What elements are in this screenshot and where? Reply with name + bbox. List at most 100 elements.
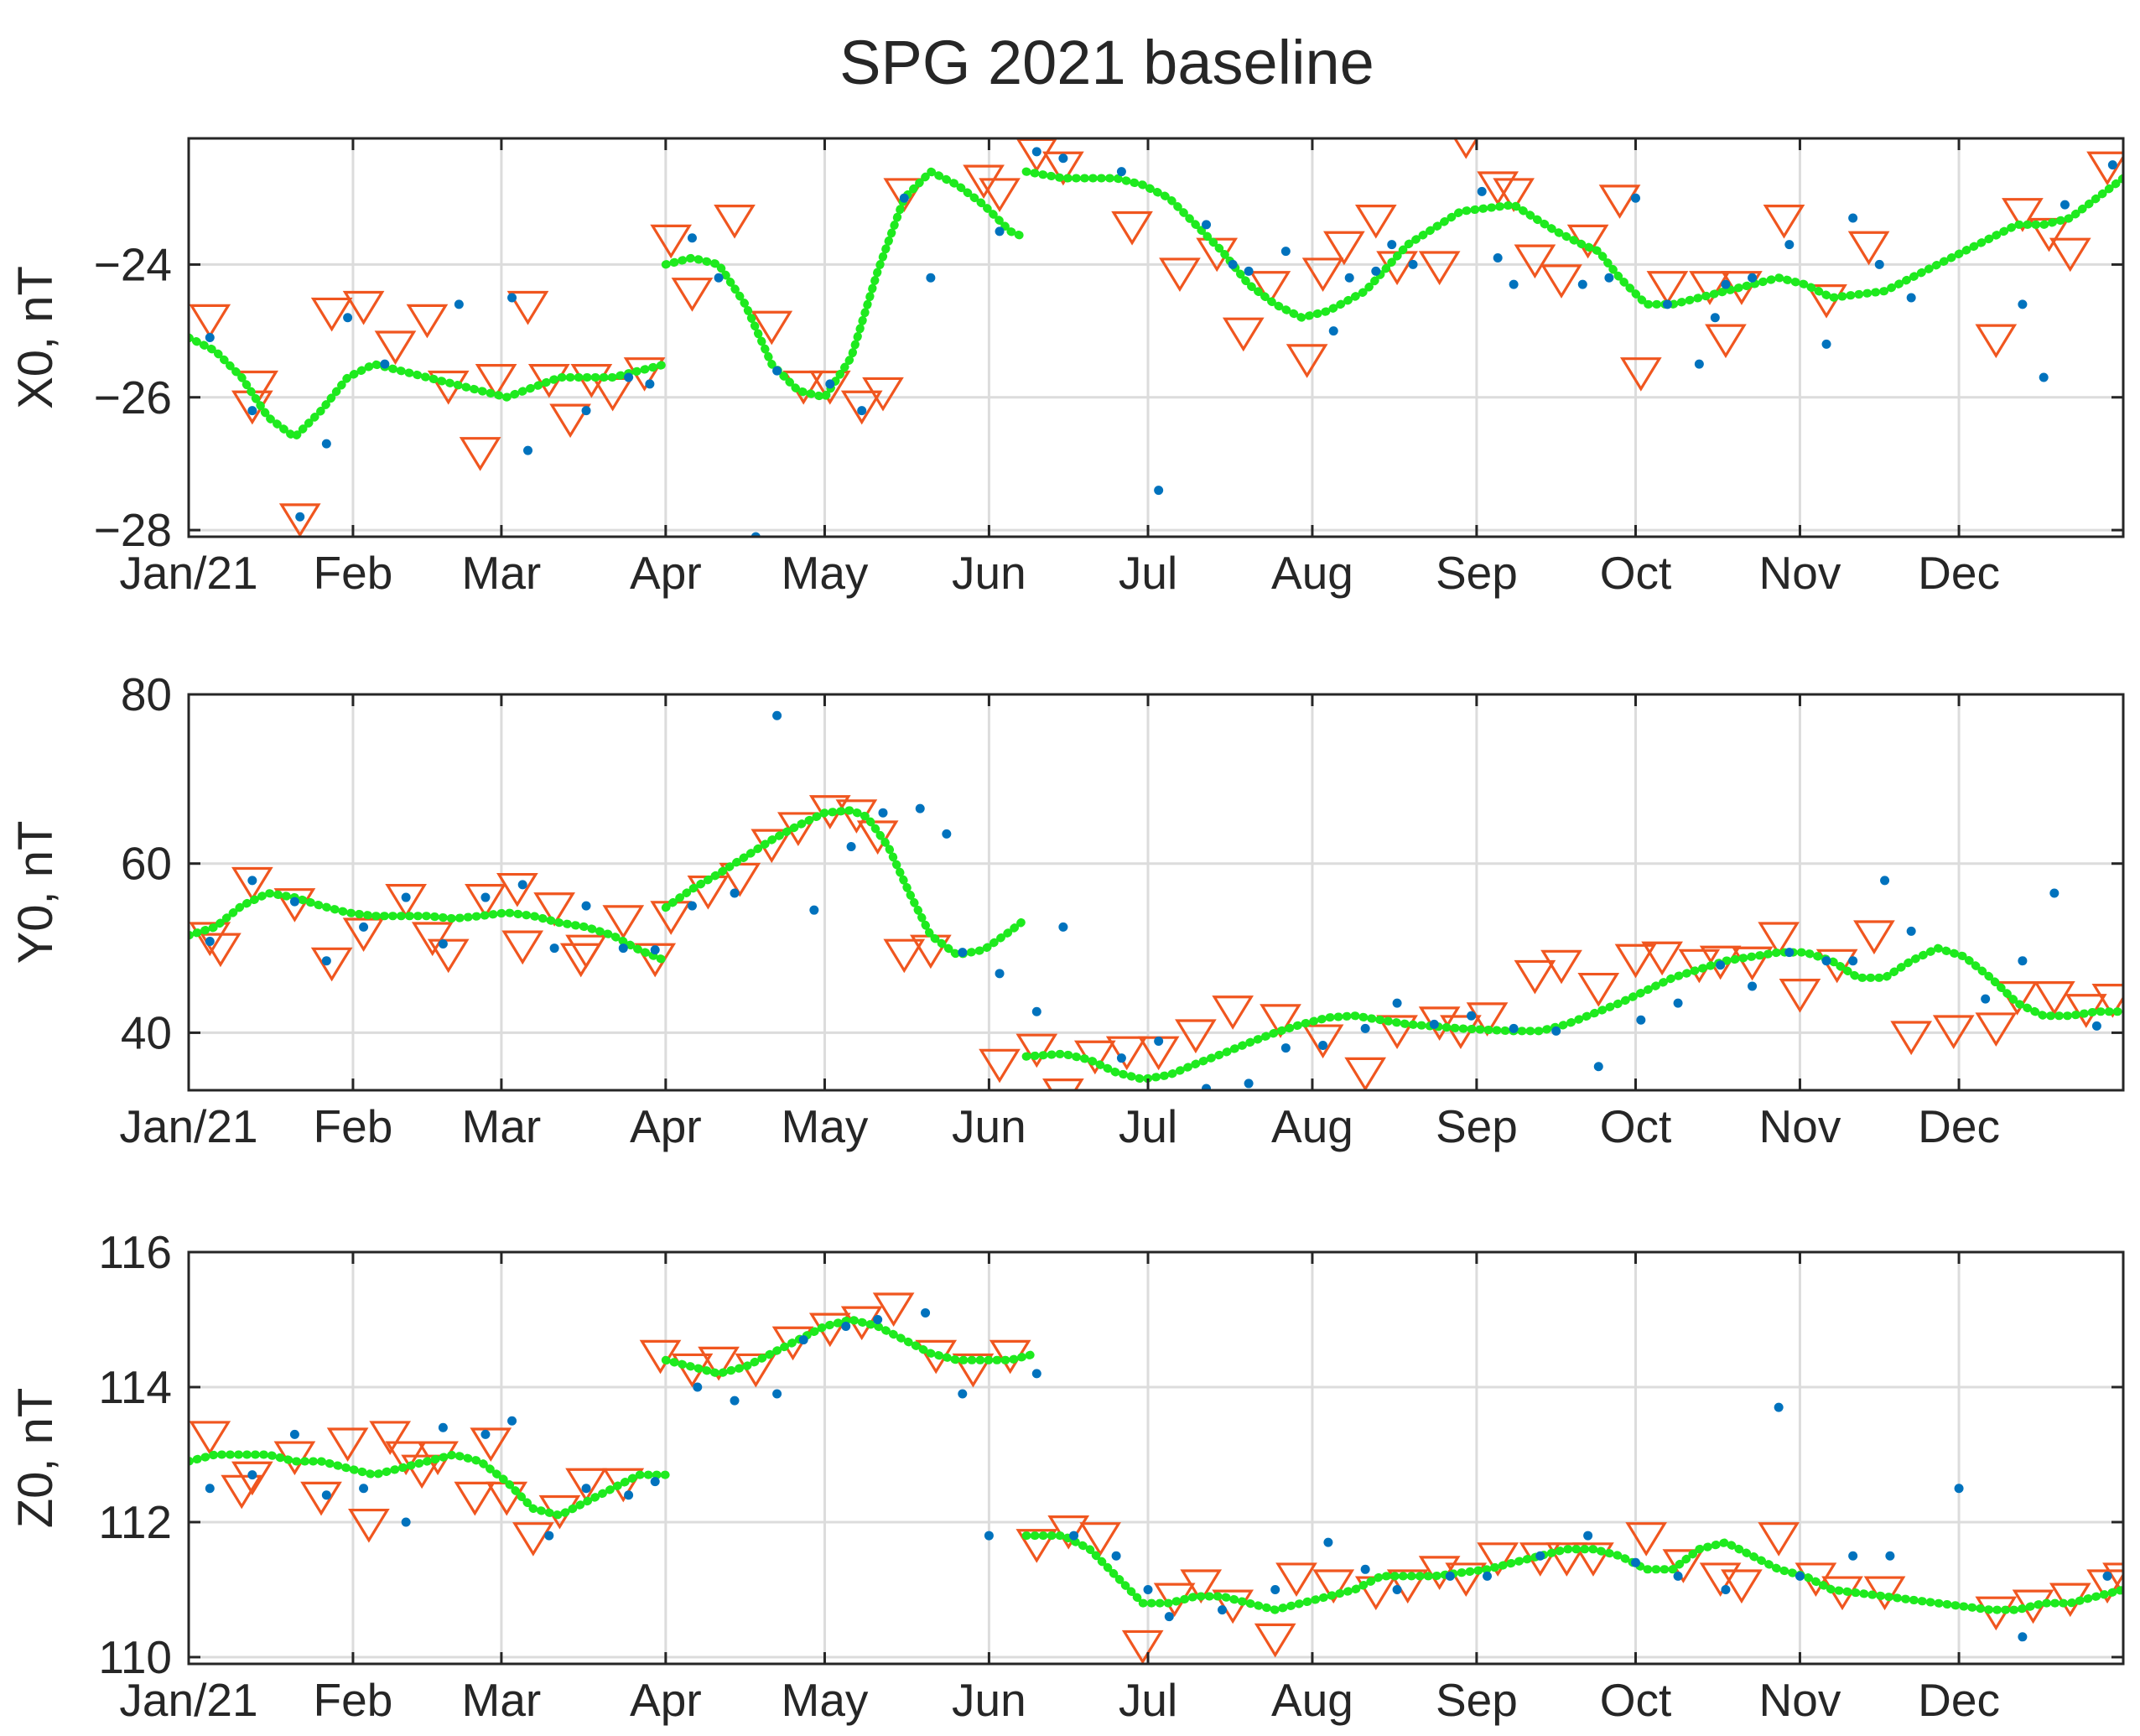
x0-observation-point — [1874, 259, 1884, 269]
x0-baseline-marker — [2028, 217, 2070, 252]
z0-observation-point — [1795, 1571, 1805, 1581]
x0-baseline-marker — [979, 178, 1021, 213]
y0-observation-point — [321, 956, 331, 966]
z0-observation-point — [1270, 1584, 1280, 1594]
y0-observation-point — [618, 943, 628, 954]
z0-xtick-label: Nov — [1759, 1674, 1841, 1726]
y0-ytick-label: 40 — [121, 1006, 172, 1058]
y0-baseline-marker — [496, 872, 538, 907]
y0-panel: Jan/21 Feb Mar Apr May Jun Jul Aug Sep Oct Nov Dec 4… — [8, 668, 2125, 1152]
z0-observation-point — [798, 1335, 808, 1345]
x0-observation-point — [1408, 259, 1418, 269]
x0-observation-point — [1228, 259, 1238, 269]
x0-baseline-marker — [840, 390, 883, 425]
x0-fit-segment-2 — [1021, 167, 2123, 322]
x0-observation-point — [1694, 359, 1704, 369]
z0-observation-point — [1721, 1584, 1731, 1594]
x0-observation-point — [1031, 147, 1041, 157]
z0-observation-point — [1954, 1484, 1964, 1494]
z0-baseline-marker — [231, 1461, 273, 1496]
z0-fit-segment-2 — [1021, 1531, 2123, 1614]
z0-baseline-marker — [1758, 1522, 1800, 1557]
y0-observation-point — [1906, 926, 1916, 936]
y0-baseline-marker — [1514, 959, 1556, 995]
z0-baseline-marker — [1477, 1542, 1519, 1577]
x0-observation-point — [1509, 279, 1519, 289]
x0-baseline-marker — [1689, 271, 1731, 305]
y0-baseline-marker — [200, 933, 242, 968]
x0-baseline-marker — [2049, 237, 2091, 273]
z0-fit-segment-0 — [189, 1450, 670, 1520]
y0-baseline-marker — [1758, 922, 1800, 957]
y0-baseline-marker — [856, 820, 899, 855]
z0-observation-point — [289, 1429, 299, 1439]
x0-baseline-marker — [310, 297, 353, 332]
y0-baseline-marker — [310, 947, 353, 982]
y0-observation-point — [2018, 956, 2028, 966]
x0-baseline-marker — [1159, 257, 1201, 293]
x0-observation-point — [1328, 326, 1338, 336]
x0-xtick-label: Jun — [952, 547, 1026, 599]
y0-baseline-marker — [2091, 984, 2123, 1018]
y0-observation-point — [1116, 1053, 1126, 1063]
x0-observation-point — [2059, 200, 2070, 210]
z0-observation-point — [480, 1429, 491, 1439]
z0-baseline-marker — [1445, 1562, 1488, 1598]
y0-baseline-marker — [602, 905, 645, 939]
x0-observation-point — [581, 406, 591, 416]
z0-xtick-label: Dec — [1918, 1674, 2000, 1726]
y0-baseline-marker — [1212, 995, 1254, 1030]
x0-baseline-marker — [808, 370, 851, 405]
z0-observation-point — [1774, 1402, 1784, 1412]
x0-xtick-label: Nov — [1759, 547, 1841, 599]
x0-ytick-label: −24 — [94, 238, 172, 290]
z0-baseline-marker — [470, 1427, 512, 1463]
y0-observation-point — [1280, 1043, 1291, 1053]
y0-observation-point — [1154, 1037, 1164, 1047]
y0-baseline-marker — [427, 938, 470, 974]
z0-baseline-marker — [189, 1421, 231, 1455]
y0-observation-point — [958, 948, 968, 958]
z0-baseline-marker — [1545, 1542, 1588, 1577]
x0-baseline-marker — [1493, 178, 1535, 213]
x0-observation-point — [772, 366, 782, 376]
x0-baseline-marker — [883, 178, 926, 213]
x0-xtick-label: Apr — [630, 547, 702, 599]
x0-baseline-marker — [1453, 138, 1479, 159]
x0-baseline-marker — [671, 278, 714, 312]
x0-observation-point — [2107, 160, 2117, 170]
y0-observation-point — [809, 905, 819, 915]
x0-fit-segment-0 — [189, 333, 670, 442]
y0-ytick-label: 80 — [121, 668, 172, 720]
y0-observation-point — [2049, 888, 2059, 898]
y0-observation-point — [480, 892, 491, 902]
x0-observation-point — [295, 512, 305, 522]
x0-observation-point — [1821, 339, 1831, 349]
x0-baseline-marker — [963, 164, 1005, 200]
z0-axes-box — [187, 1250, 2125, 1666]
z0-observation-point — [1392, 1584, 1402, 1594]
x0-baseline-marker — [1646, 271, 1689, 305]
x0-baseline-marker — [2002, 198, 2044, 232]
y0-fit-segment-1 — [661, 806, 1031, 959]
z0-baseline-marker — [326, 1427, 369, 1463]
y0-observation-point — [581, 901, 591, 911]
y0-observation-point — [942, 829, 952, 839]
x0-baseline-marker — [374, 330, 417, 366]
x0-ylabel: X0, nT — [8, 266, 63, 409]
y0-observation-point — [549, 943, 559, 954]
x0-baseline-marker — [1598, 185, 1641, 219]
y0-xtick-label: Aug — [1271, 1100, 1353, 1152]
z0-observation-point — [1360, 1564, 1370, 1574]
x0-baseline-marker — [1540, 264, 1582, 299]
y0-observation-point — [1392, 998, 1402, 1008]
z0-baseline-marker — [565, 1468, 607, 1503]
y0-observation-point — [438, 939, 448, 949]
x0-observation-point — [857, 406, 867, 416]
z0-baseline-marker — [1572, 1542, 1614, 1577]
x0-baseline-marker — [1763, 205, 1805, 239]
y0-baseline-marker — [1577, 972, 1620, 1007]
x0-ytick-label: −28 — [94, 504, 172, 556]
y0-baseline-marker — [1614, 943, 1657, 979]
z0-baseline-marker — [454, 1481, 496, 1516]
